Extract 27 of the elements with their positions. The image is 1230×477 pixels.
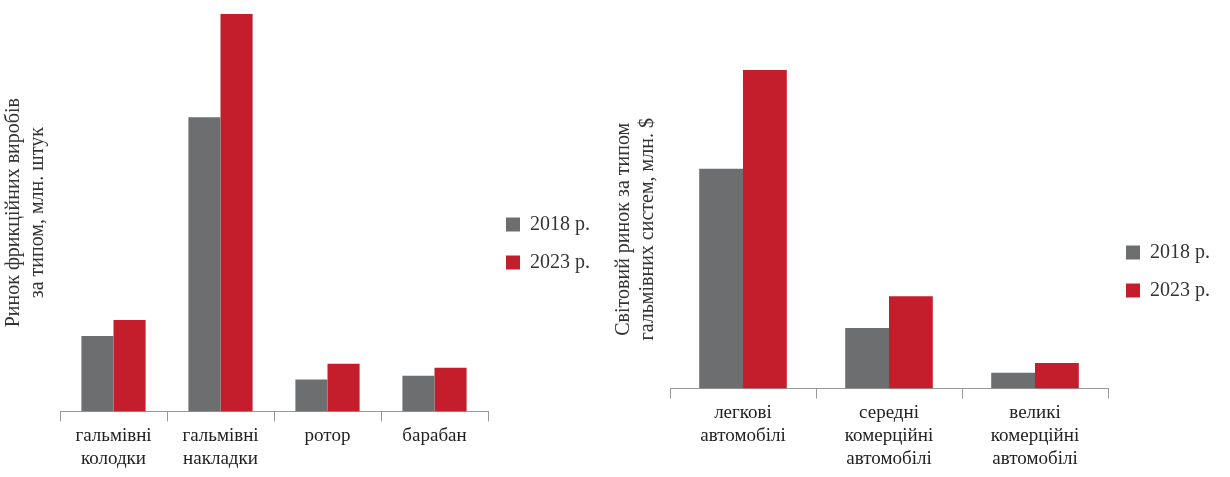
bar — [402, 375, 435, 412]
legend-label: 2023 р. — [1150, 277, 1210, 301]
x-tick-label: барабан — [402, 423, 467, 445]
bar — [295, 379, 328, 412]
bar — [188, 117, 221, 412]
bar — [1035, 363, 1079, 389]
bar — [113, 320, 146, 412]
x-tick-label: гальмівні накладки — [182, 423, 259, 468]
legend-label: 2018 р. — [530, 211, 590, 235]
legend-label: 2018 р. — [1150, 239, 1210, 263]
bar — [220, 14, 253, 412]
bar — [991, 372, 1035, 389]
legend-label: 2023 р. — [530, 249, 590, 273]
y-axis-title: Ринок фрикційних виробів за типом, млн. штук — [1, 98, 49, 328]
bar — [434, 367, 467, 412]
x-tick-label: ротор — [304, 423, 351, 445]
x-tick-label: середні комерційні автомобілі — [844, 400, 934, 468]
bar — [743, 70, 787, 389]
bar — [81, 335, 114, 412]
y-axis-title: Світовий ринок за типом гальмівних систем, млн. $ — [611, 118, 658, 341]
x-tick-label: великі комерційні автомобілі — [990, 400, 1080, 468]
bar — [889, 296, 933, 389]
bar — [845, 328, 889, 389]
bar — [327, 363, 360, 412]
x-tick-label: легкові автомобілі — [700, 400, 786, 445]
bar — [699, 168, 743, 389]
x-tick-label: гальмівні колодки — [75, 423, 152, 468]
